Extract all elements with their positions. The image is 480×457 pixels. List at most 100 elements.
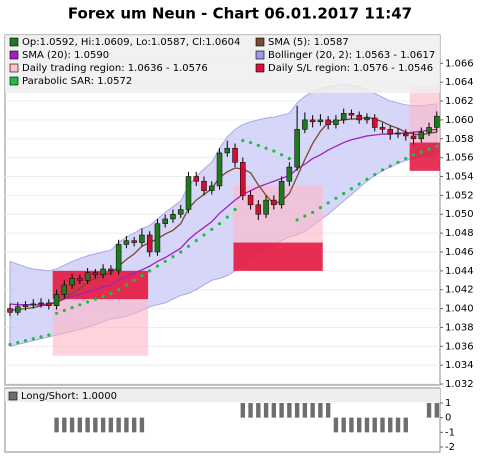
bar [124,417,129,433]
candle-body [30,303,37,306]
sar-dot [16,340,20,345]
sma20-line [9,128,437,306]
sar-dot [124,283,128,287]
candle-body [69,278,75,286]
y-tick-label: 0 [445,413,451,424]
bar [310,402,315,418]
bar [54,417,59,433]
bar [263,402,269,418]
bar [248,402,253,418]
candle-body [123,240,130,245]
candle-body [15,306,21,313]
sar-dot [318,206,322,210]
candle-body [201,180,207,191]
sar-dot [70,306,74,310]
sar-dot [233,207,237,212]
candle-body [108,268,114,272]
legend-swatch [255,63,265,73]
candle-body [364,117,370,121]
legend: Op:1.0592, Hi:1.0609, Lo:1.0587, Cl:1.06… [5,35,440,93]
panel-title: Long/Short: 1.0000 [21,391,117,402]
sar-dot [194,239,198,243]
candle-body [115,244,122,272]
candle-body [286,166,293,182]
candle-body [170,213,176,220]
sar-dot [411,153,416,157]
candle-body [387,129,393,135]
bar [372,417,377,433]
sar-dot [202,233,206,237]
sar-dot [186,244,191,248]
candle-body [139,234,145,243]
bar [93,417,98,433]
sar-dot [148,269,152,273]
y-tick-label: 1.042 [445,285,474,296]
sar-dot [334,196,338,200]
bar [380,417,385,433]
candle-body [131,240,137,243]
candle-body [340,113,347,121]
legend-swatch [9,76,19,86]
sar-dot [109,291,113,296]
legend-label: Parabolic SAR: 1.0572 [22,76,132,87]
bar [302,402,308,418]
sar-dot [264,146,268,150]
sl-region [233,242,323,271]
candle-body [426,127,432,133]
sar-dot [155,264,160,268]
bar [77,417,83,433]
bar [271,402,277,418]
sar-dot [47,333,51,337]
sar-dot [39,335,43,339]
bar [388,417,393,433]
bar [62,417,67,433]
bar [256,402,261,418]
candle-body [162,218,168,224]
candle-body [224,147,231,154]
y-tick-label: 1.040 [445,304,474,315]
sar-dot [396,160,400,164]
y-tick-label: 1.054 [445,172,474,183]
candle-body [53,294,60,307]
sar-dot [272,149,276,153]
bar [131,417,137,433]
sar-dot [217,222,222,226]
bar [357,417,362,433]
sar-dot [210,227,214,231]
candle-body [333,119,339,125]
legend-swatch [255,37,265,47]
sar-dot [287,156,291,161]
sar-dot [435,144,439,148]
y-tick-label: 1.046 [445,247,474,258]
sl-region [409,142,440,171]
y-tick-label: 1.038 [445,322,474,333]
bar [403,417,408,433]
legend-swatch [8,391,18,401]
candle-body [294,129,300,168]
candle-body [38,302,44,305]
y-tick-label: 1.056 [445,153,474,164]
legend-label: Daily S/L region: 1.0576 - 1.0546 [268,63,433,74]
sar-dot [295,218,299,222]
sar-dot [225,215,229,219]
candle-body [209,185,215,191]
y-tick-label: 1.032 [445,379,474,390]
y-tick-label: 1.034 [445,360,474,371]
candle-body [371,117,378,128]
candle-body [356,114,362,121]
sar-dot [163,259,167,264]
sar-dot [349,187,354,191]
bar [325,402,331,418]
candle-body [22,304,29,307]
bar [434,402,439,418]
candle-body [395,132,401,135]
candle-body [410,135,417,140]
bar [294,402,300,418]
candle-body [100,268,106,275]
y-tick-label: 1.044 [445,266,474,277]
legend-box [5,35,440,93]
legend-label: SMA (5): 1.0587 [268,37,349,48]
sar-dot [78,303,82,307]
candle-body [255,204,262,215]
